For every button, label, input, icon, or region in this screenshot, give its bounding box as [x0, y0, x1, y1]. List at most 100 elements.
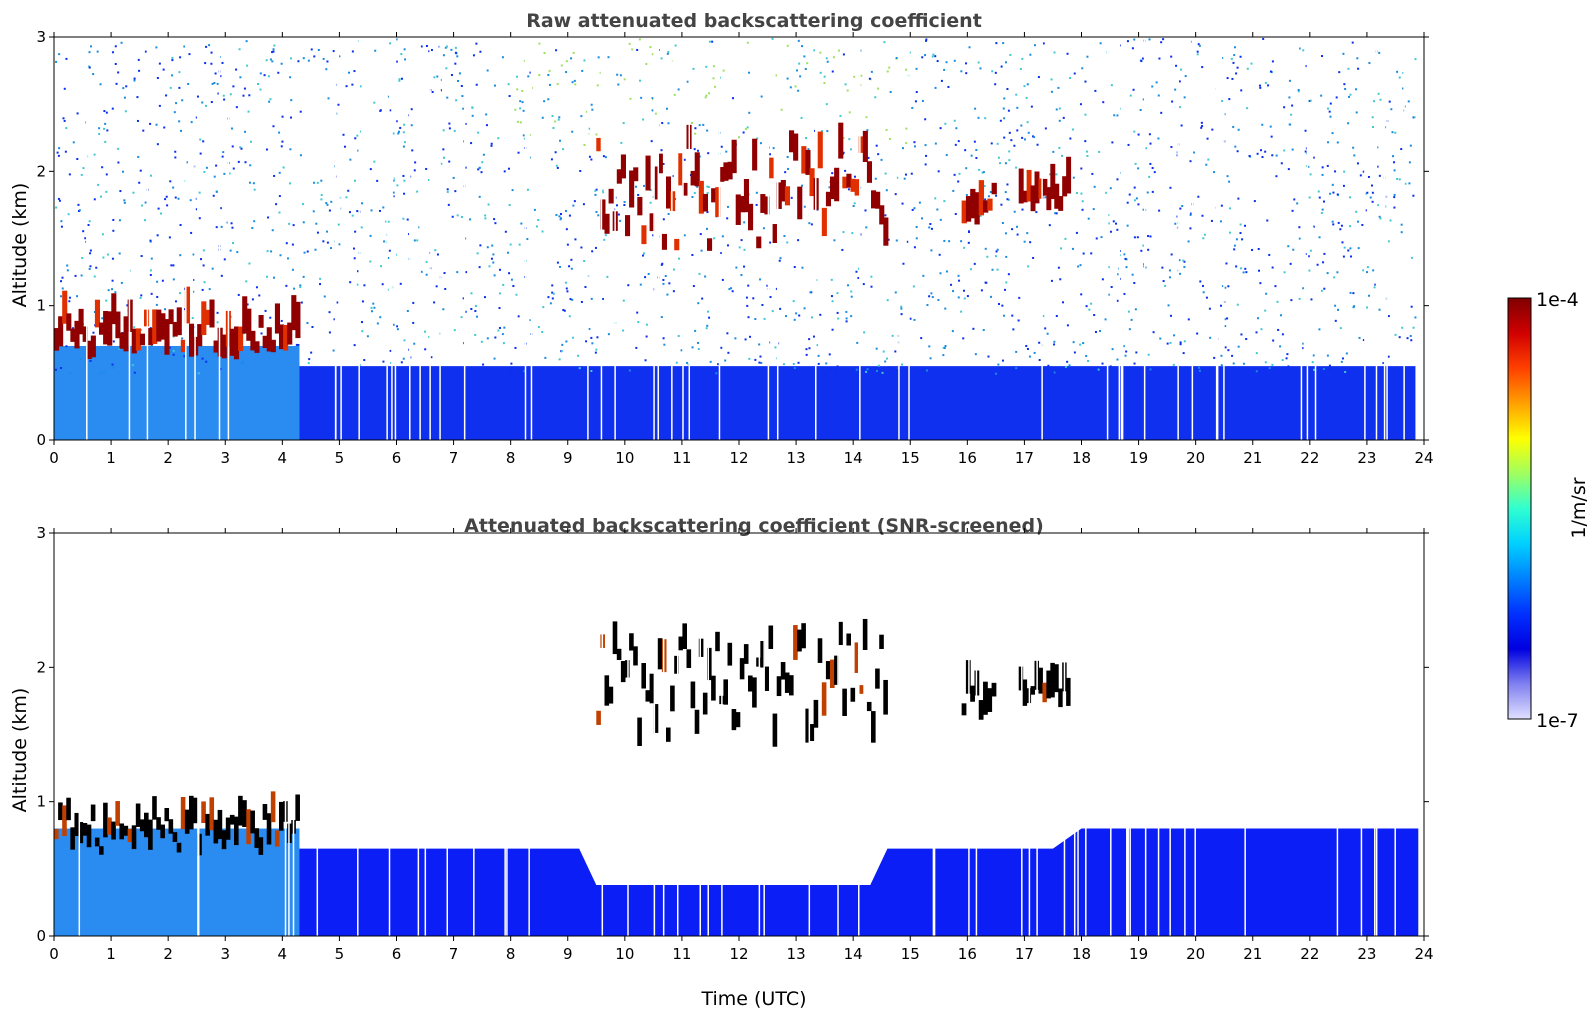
noise-speckle: [591, 342, 594, 345]
noise-speckle: [328, 311, 331, 314]
noise-speckle: [1220, 354, 1223, 357]
cloud-echo: [180, 796, 186, 830]
noise-speckle: [1413, 116, 1416, 119]
noise-speckle: [211, 82, 214, 85]
noise-speckle: [460, 84, 463, 87]
noise-speckle: [179, 56, 182, 59]
noise-speckle: [299, 110, 302, 113]
noise-speckle: [210, 101, 213, 104]
cloud-echo: [266, 327, 272, 352]
noise-speckle: [885, 357, 888, 360]
noise-speckle: [88, 51, 91, 54]
noise-speckle: [706, 324, 709, 327]
noise-speckle: [403, 48, 406, 51]
noise-speckle: [638, 38, 641, 41]
data-gap: [776, 37, 779, 440]
noise-speckle: [960, 70, 963, 73]
noise-speckle: [784, 171, 787, 174]
data-gap: [758, 533, 761, 936]
noise-speckle: [398, 78, 401, 81]
noise-speckle: [119, 190, 122, 193]
noise-speckle: [1222, 57, 1225, 60]
noise-speckle: [1142, 208, 1145, 211]
noise-speckle: [900, 363, 903, 366]
noise-speckle: [555, 164, 558, 167]
cloud-echo: [748, 203, 754, 231]
noise-speckle: [1338, 71, 1341, 74]
noise-speckle: [674, 44, 677, 47]
noise-speckle: [353, 344, 356, 347]
noise-speckle: [303, 251, 306, 254]
cloud-echo: [90, 804, 96, 822]
colorbar-min-label: 1e-7: [1536, 710, 1579, 732]
noise-speckle: [1414, 58, 1417, 61]
cloud-echo: [184, 286, 191, 324]
noise-speckle: [487, 203, 490, 206]
noise-speckle: [550, 158, 553, 161]
noise-speckle: [711, 40, 714, 43]
noise-speckle: [1107, 214, 1110, 217]
data-gap: [614, 37, 616, 440]
noise-speckle: [353, 257, 356, 260]
noise-speckle: [281, 140, 284, 143]
noise-speckle: [1157, 137, 1160, 140]
data-gap: [197, 533, 200, 936]
noise-speckle: [541, 330, 544, 333]
noise-speckle: [792, 300, 795, 303]
x-tick-label: 13: [787, 945, 806, 963]
noise-speckle: [272, 50, 275, 53]
noise-speckle: [944, 344, 947, 347]
noise-speckle: [559, 218, 562, 221]
noise-speckle: [205, 45, 208, 48]
noise-speckle: [1059, 278, 1062, 281]
noise-speckle: [1345, 352, 1348, 355]
cloud-echo: [144, 812, 149, 838]
raw-backscatter-panel: Raw attenuated backscattering coefficien…: [9, 10, 1434, 467]
noise-speckle: [400, 53, 403, 56]
noise-speckle: [1018, 296, 1021, 299]
noise-speckle: [171, 56, 174, 59]
noise-speckle: [1377, 92, 1380, 95]
noise-speckle: [373, 306, 376, 309]
noise-speckle: [1198, 44, 1201, 47]
noise-speckle: [506, 251, 509, 254]
x-tick-label: 20: [1186, 449, 1205, 467]
noise-speckle: [987, 355, 990, 358]
noise-speckle: [1236, 66, 1239, 69]
cloud-echo: [858, 685, 864, 694]
noise-speckle: [310, 48, 313, 51]
noise-speckle: [793, 318, 796, 321]
noise-speckle: [282, 166, 285, 169]
noise-speckle: [1371, 116, 1374, 119]
noise-speckle: [566, 290, 569, 293]
noise-speckle: [1003, 314, 1006, 317]
noise-speckle: [172, 349, 175, 352]
cloud-echo: [682, 623, 687, 650]
data-gap: [1169, 533, 1171, 936]
noise-speckle: [462, 107, 465, 110]
x-tick-label: 2: [163, 945, 173, 963]
noise-speckle: [865, 116, 868, 119]
noise-speckle: [1011, 314, 1014, 317]
noise-speckle: [89, 249, 92, 252]
noise-speckle: [383, 240, 386, 243]
noise-speckle: [361, 300, 364, 303]
noise-speckle: [1393, 206, 1396, 209]
noise-speckle: [1289, 262, 1292, 265]
noise-speckle: [156, 295, 159, 298]
noise-speckle: [829, 367, 832, 370]
noise-speckle: [258, 294, 261, 297]
noise-speckle: [214, 72, 217, 75]
cloud-echo: [731, 139, 737, 174]
noise-speckle: [965, 167, 968, 170]
noise-speckle: [1262, 37, 1265, 40]
noise-speckle: [1398, 178, 1401, 181]
cloud-echo: [846, 633, 852, 646]
noise-speckle: [551, 115, 554, 118]
cloud-echo: [295, 301, 301, 339]
noise-speckle: [639, 283, 642, 286]
noise-speckle: [762, 227, 765, 230]
noise-speckle: [929, 223, 932, 226]
noise-speckle: [120, 281, 123, 284]
noise-speckle: [604, 156, 607, 159]
